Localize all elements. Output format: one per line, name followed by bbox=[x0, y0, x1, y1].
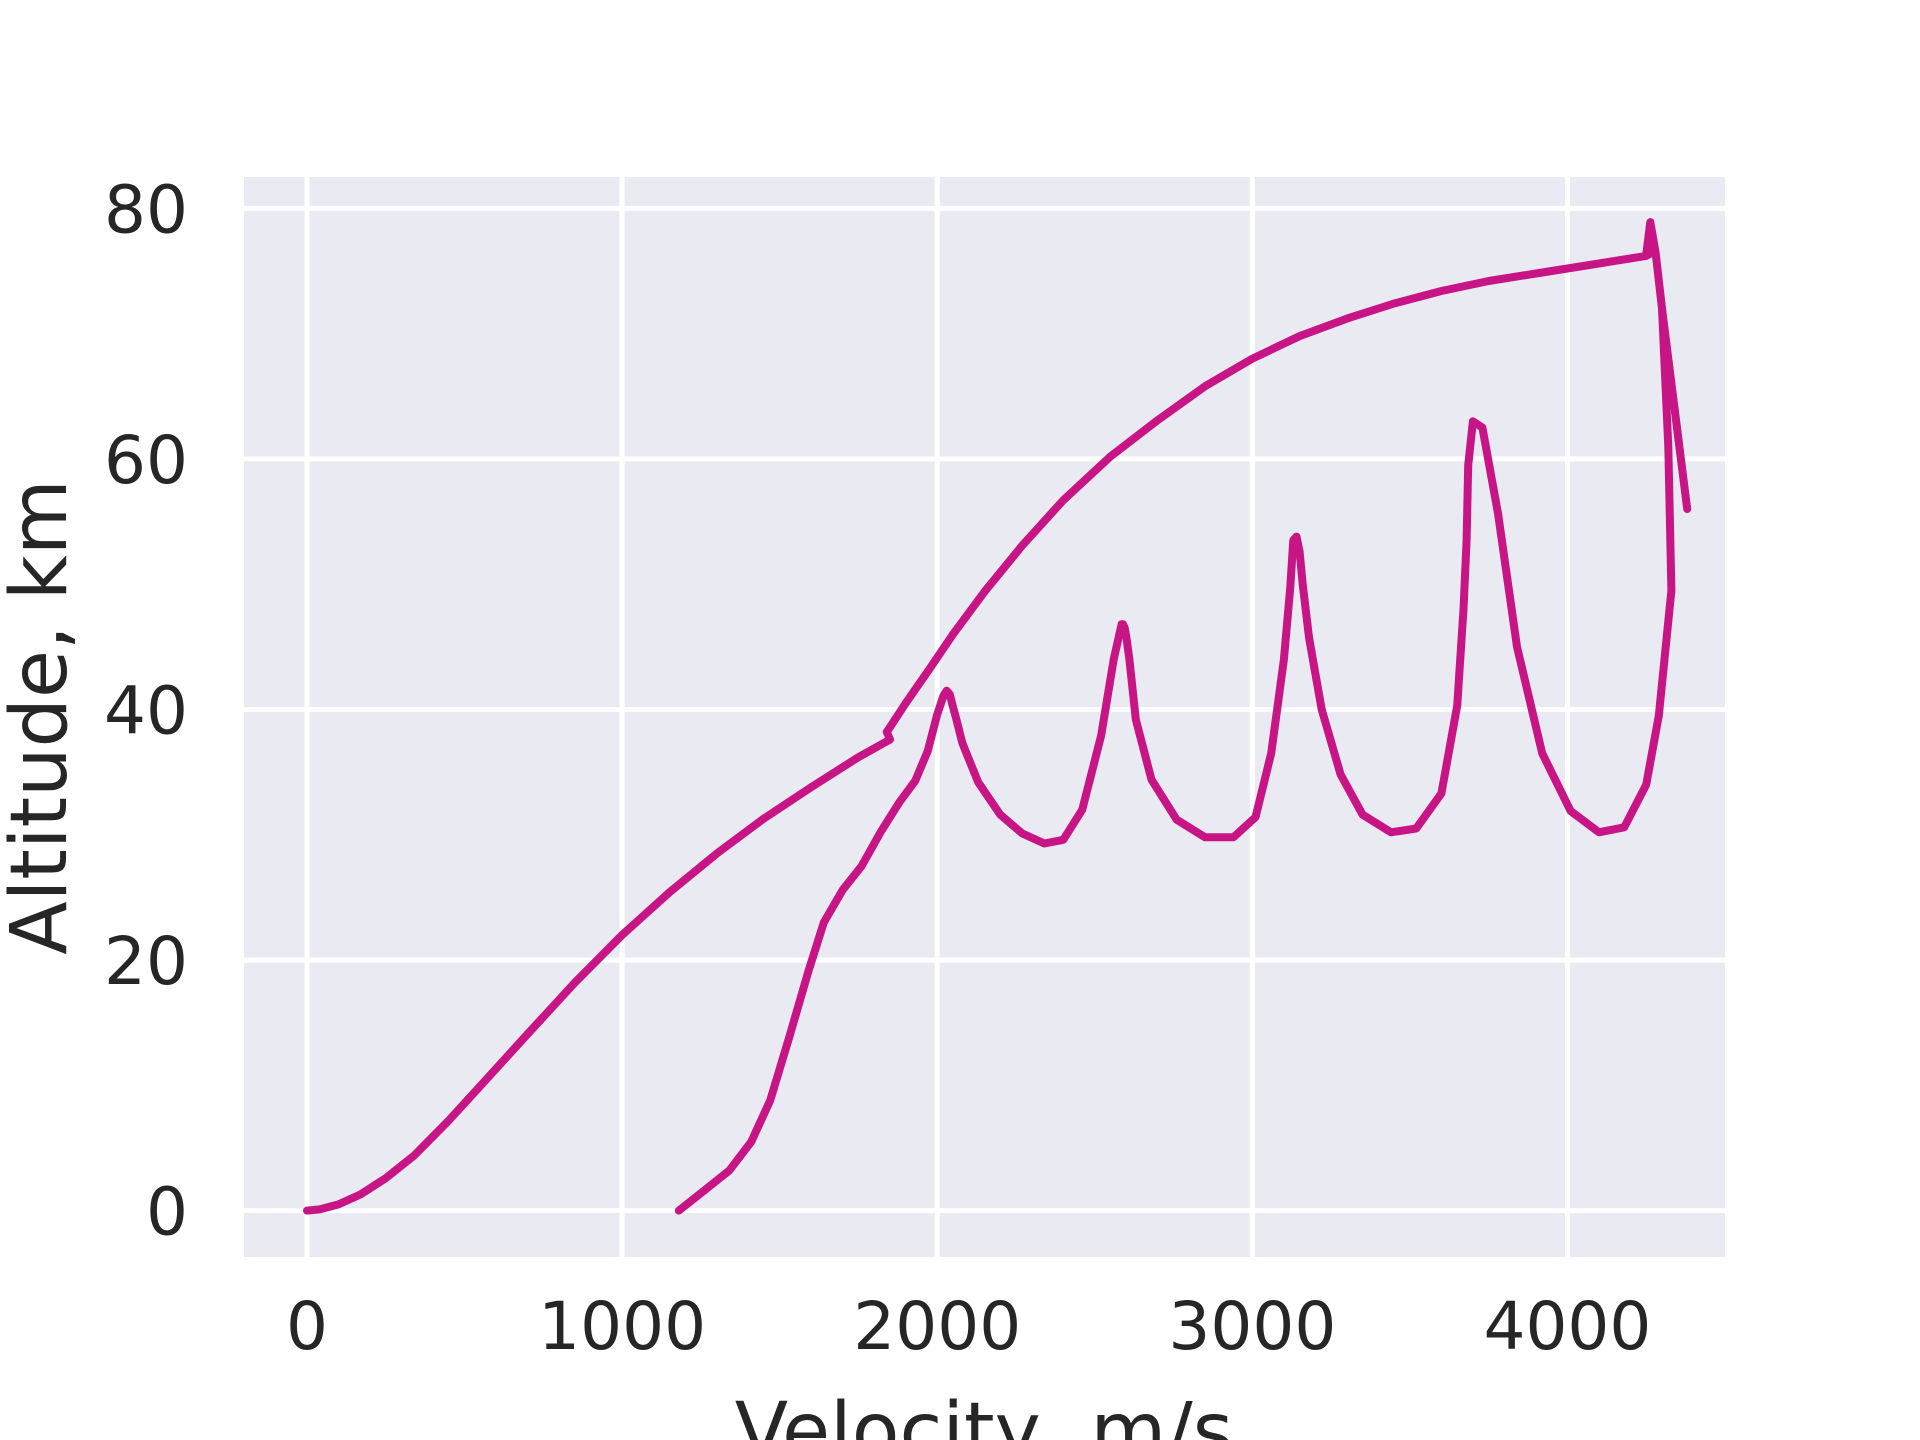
tick-labels: 0 1000 2000 3000 4000 0 20 40 60 80 bbox=[104, 171, 1651, 1365]
series-line-1 bbox=[303, 218, 1692, 1215]
x-tick-label: 2000 bbox=[853, 1288, 1021, 1365]
x-axis-label: Velocity, m/s bbox=[735, 1387, 1233, 1440]
y-axis-label: Altitude, km bbox=[0, 479, 85, 955]
series-lines bbox=[303, 218, 1692, 1215]
y-tick-label: 0 bbox=[146, 1174, 188, 1251]
x-tick-label: 0 bbox=[286, 1288, 328, 1365]
series-line-2 bbox=[674, 304, 1676, 1215]
plot-area bbox=[244, 177, 1725, 1257]
y-tick-label: 20 bbox=[104, 923, 188, 1000]
x-tick-label: 4000 bbox=[1483, 1288, 1651, 1365]
x-tick-label: 1000 bbox=[538, 1288, 706, 1365]
y-tick-label: 80 bbox=[104, 171, 188, 248]
grid-lines bbox=[244, 177, 1725, 1257]
y-tick-label: 40 bbox=[104, 672, 188, 749]
x-tick-label: 3000 bbox=[1168, 1288, 1336, 1365]
y-tick-label: 60 bbox=[104, 422, 188, 499]
